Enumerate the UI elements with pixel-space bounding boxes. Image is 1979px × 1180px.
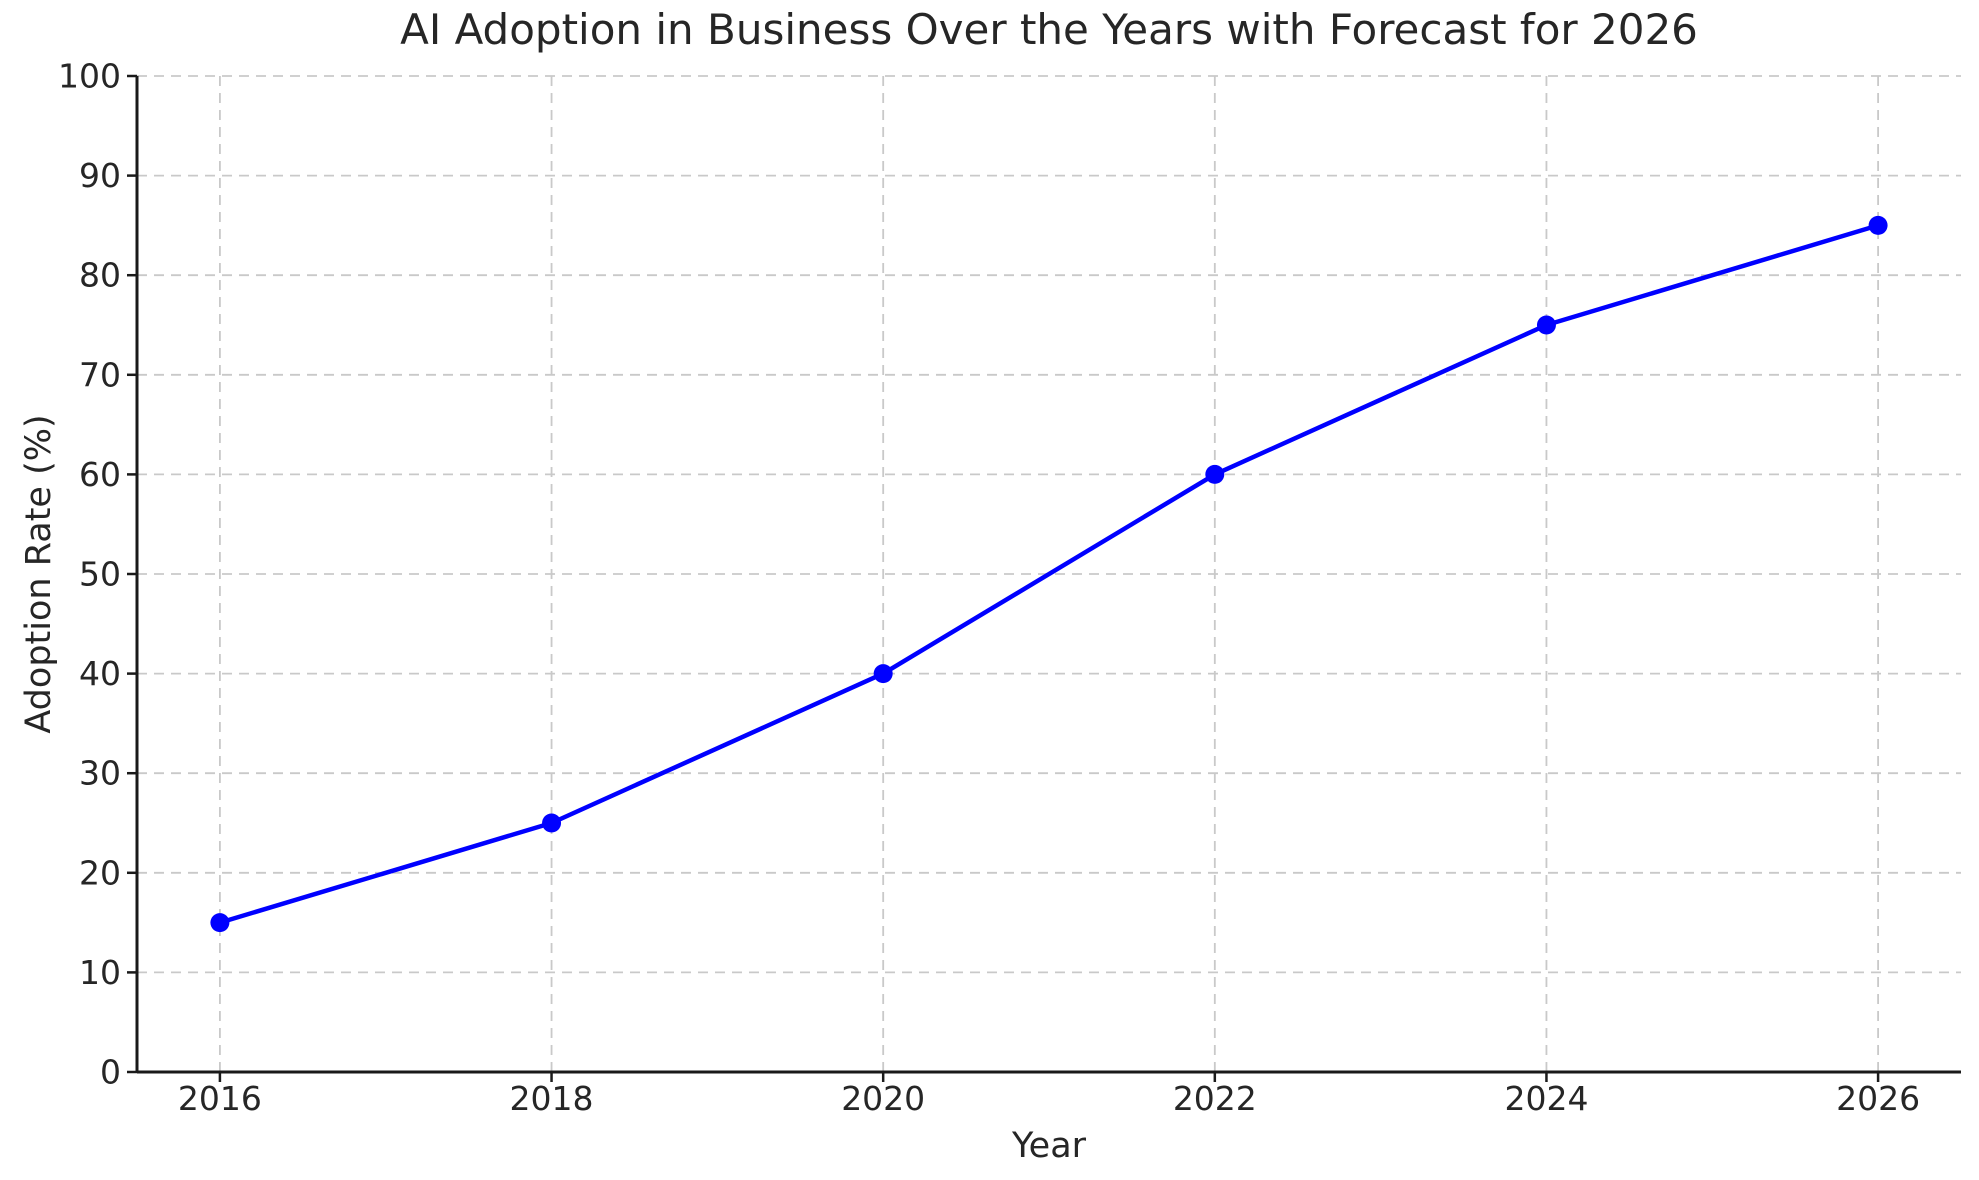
x-tick-label: 2022 (1173, 1079, 1257, 1118)
x-tick-label: 2026 (1836, 1079, 1920, 1118)
y-axis-label: Adoption Rate (%) (19, 414, 59, 733)
y-tick-label: 10 (79, 953, 121, 992)
y-tick-label: 90 (79, 156, 121, 195)
axis-ticks (127, 74, 1880, 1082)
data-point-marker (542, 813, 562, 833)
x-tick-labels: 2016 2018 2020 2022 2024 2026 (178, 1079, 1920, 1118)
chart-title: AI Adoption in Business Over the Years w… (400, 5, 1698, 54)
x-tick-label: 2018 (510, 1079, 594, 1118)
y-tick-label: 0 (100, 1053, 121, 1092)
data-point-marker (873, 664, 893, 684)
y-tick-label: 40 (79, 654, 121, 693)
x-tick-label: 2016 (178, 1079, 262, 1118)
x-axis-label: Year (1011, 1126, 1087, 1166)
y-tick-label: 20 (79, 853, 121, 892)
y-tick-label: 80 (79, 256, 121, 295)
data-series-layer (210, 215, 1888, 933)
data-point-marker (1868, 215, 1888, 235)
data-point-marker (1536, 315, 1556, 335)
y-tick-labels: 0 10 20 30 40 50 60 70 80 90 100 (58, 57, 121, 1092)
x-tick-label: 2020 (841, 1079, 925, 1118)
data-point-marker (1205, 464, 1225, 484)
adoption-rate-line (217, 223, 1881, 925)
y-tick-label: 30 (79, 754, 121, 793)
x-tick-label: 2024 (1504, 1079, 1588, 1118)
data-point-marker (210, 913, 230, 933)
y-tick-label: 100 (58, 57, 121, 96)
y-tick-label: 60 (79, 455, 121, 494)
y-tick-label: 50 (79, 555, 121, 594)
y-tick-label: 70 (79, 355, 121, 394)
